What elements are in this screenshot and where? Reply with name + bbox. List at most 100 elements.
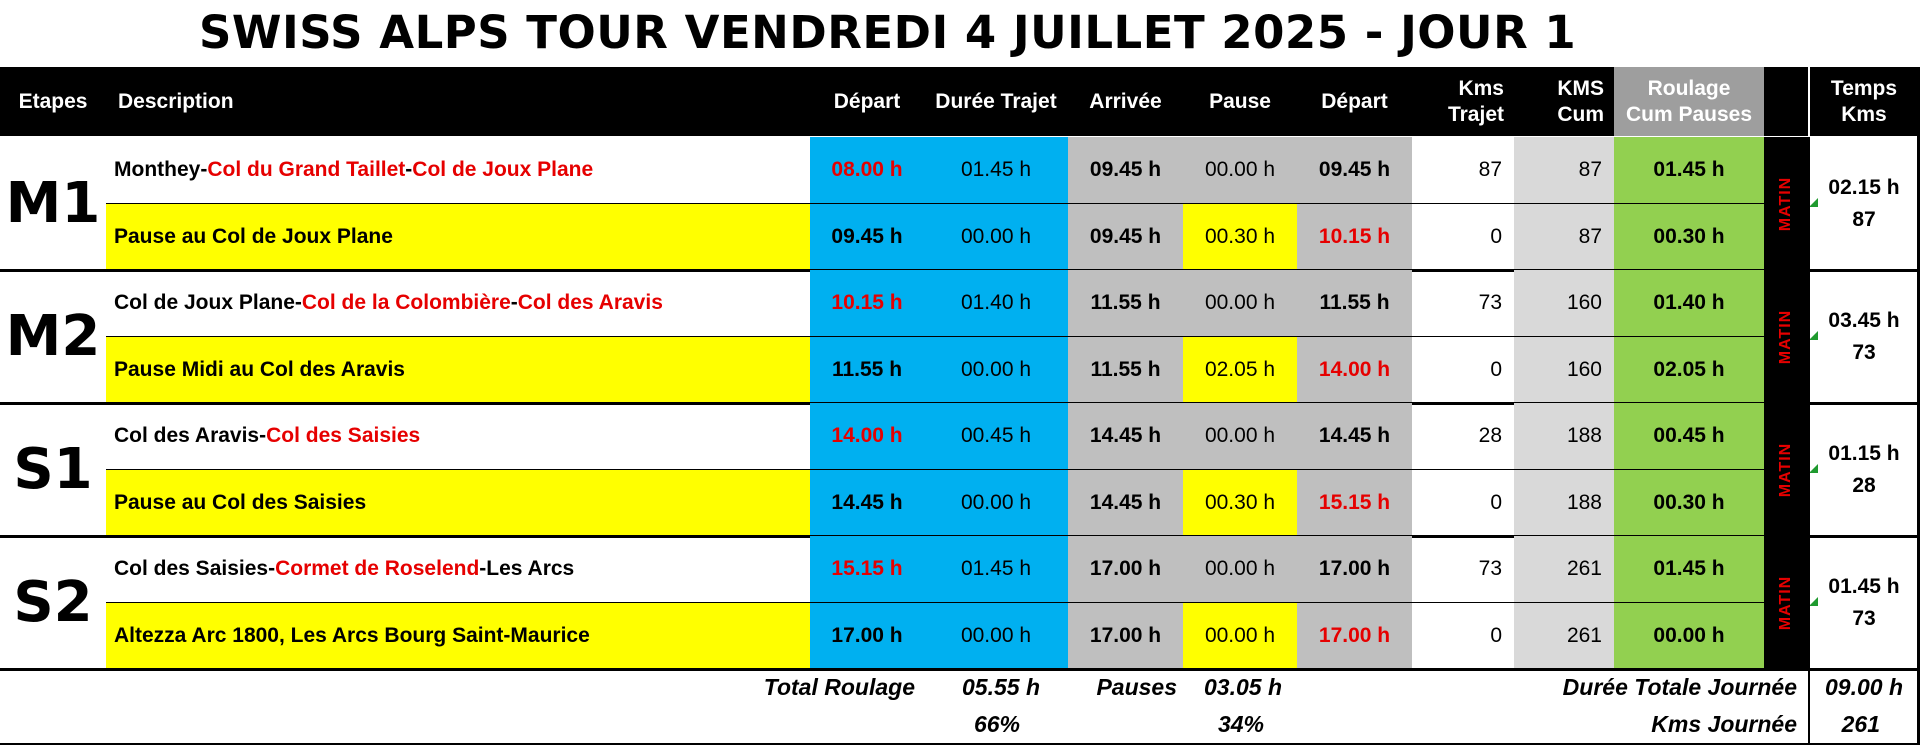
stage-temps-kms: 02.15 h 87	[1808, 137, 1920, 270]
period-label: MATIN	[1777, 309, 1794, 364]
arrivee-time: 14.45 h	[1068, 403, 1183, 470]
stage-temps-kms: 03.45 h 73	[1808, 270, 1920, 403]
stage-kms: 73	[1852, 340, 1876, 364]
roulage-cum: 00.30 h	[1614, 203, 1764, 270]
kms-trajet: 0	[1490, 224, 1502, 248]
duree-trajet: 00.45 h	[924, 403, 1068, 470]
depart-next-time: 17.00 h	[1297, 536, 1412, 603]
stage-temps-kms: 01.15 h 28	[1808, 403, 1920, 536]
kms-journee-value: 261	[1841, 711, 1880, 737]
kms-cum: 160	[1514, 270, 1614, 337]
description-segment: Altezza Arc 1800, Les Arcs Bourg Saint-M…	[114, 623, 590, 647]
roulage-cum: 01.40 h	[1614, 270, 1764, 337]
depart-next-time: 09.45 h	[1297, 137, 1412, 204]
pause-duration: 00.00 h	[1183, 270, 1297, 337]
route-description: Col des Aravis - Col des Saisies	[106, 403, 810, 470]
duree-trajet: 00.00 h	[924, 336, 1068, 403]
description-segment: Pause Midi au Col des Aravis	[114, 357, 405, 381]
grid-line	[106, 468, 1764, 470]
description-segment: Col de Joux Plane	[412, 158, 594, 182]
depart-time: 14.00 h	[810, 403, 924, 470]
depart-time: 15.15 h	[810, 536, 924, 603]
header-temps: Temps Kms	[1808, 67, 1920, 136]
description-segment: -	[268, 557, 276, 581]
roulage-cum: 02.05 h	[1614, 336, 1764, 403]
duree-trajet: 00.00 h	[924, 469, 1068, 536]
description-segment: Pause au Col de Joux Plane	[114, 224, 393, 248]
kms-cum: 261	[1514, 602, 1614, 669]
grid-line	[1764, 67, 1766, 136]
description-segment: Les Arcs	[486, 557, 575, 581]
arrivee-time: 17.00 h	[1068, 602, 1183, 669]
depart-next-time: 11.55 h	[1297, 270, 1412, 337]
pause-duration: 02.05 h	[1183, 336, 1297, 403]
stage-temps: 02.15 h	[1828, 175, 1900, 199]
description-segment: Monthey	[114, 158, 201, 182]
description-segment: Pause au Col des Saisies	[114, 490, 367, 514]
header-depart: Départ	[810, 67, 924, 136]
kms-cum: 160	[1514, 336, 1614, 403]
header-separator	[1808, 67, 1810, 136]
period-label: MATIN	[1777, 442, 1794, 497]
arrivee-time: 09.45 h	[1068, 137, 1183, 204]
header-duree-trajet: Durée Trajet	[924, 67, 1068, 136]
pause-description: Pause au Col de Joux Plane	[106, 203, 810, 270]
total-roulage-label: Total Roulage	[763, 674, 915, 700]
period-band: MATIN	[1764, 403, 1808, 536]
stage-code: M2	[5, 304, 101, 369]
stage-kms: 87	[1852, 207, 1876, 231]
pause-duration: 00.00 h	[1183, 602, 1297, 669]
kms-cum: 87	[1514, 137, 1614, 204]
kms-trajet: 0	[1490, 490, 1502, 514]
header-pause: Pause	[1183, 67, 1297, 136]
route-description: Col des Saisies - Cormet de Roselend - L…	[106, 536, 810, 603]
pauses-percent: 34%	[1217, 711, 1264, 737]
pause-duration: 00.30 h	[1183, 203, 1297, 270]
header-arrivee: Arrivée	[1068, 67, 1183, 136]
kms-trajet: 87	[1478, 158, 1502, 182]
roulage-cum: 00.00 h	[1614, 602, 1764, 669]
depart-next-time: 17.00 h	[1297, 602, 1412, 669]
pause-description: Altezza Arc 1800, Les Arcs Bourg Saint-M…	[106, 602, 810, 669]
kms-journee-label: Kms Journée	[1651, 711, 1797, 737]
depart-next-time: 14.00 h	[1297, 336, 1412, 403]
kms-cum: 188	[1514, 469, 1614, 536]
header-roulage: Roulage Cum Pauses	[1614, 67, 1764, 136]
grid-line	[1808, 137, 1810, 669]
arrivee-time: 11.55 h	[1068, 336, 1183, 403]
description-segment: -	[479, 557, 487, 581]
roulage-percent: 66%	[973, 711, 1020, 737]
page-title-band: SWISS ALPS TOUR VENDREDI 4 JUILLET 2025 …	[0, 0, 1920, 66]
roulage-cum: 00.45 h	[1614, 403, 1764, 470]
duree-trajet: 01.40 h	[924, 270, 1068, 337]
period-band: MATIN	[1764, 137, 1808, 270]
pause-duration: 00.00 h	[1183, 403, 1297, 470]
stage-temps: 01.15 h	[1828, 441, 1900, 465]
header-kms-trajet: Kms Trajet	[1412, 67, 1514, 136]
stage-temps-kms: 01.45 h 73	[1808, 536, 1920, 669]
period-band: MATIN	[1764, 536, 1808, 669]
kms-trajet: 0	[1490, 357, 1502, 381]
kms-trajet: 28	[1478, 424, 1502, 448]
stage-code: M1	[5, 171, 101, 236]
depart-next-time: 14.45 h	[1297, 403, 1412, 470]
kms-trajet: 0	[1490, 623, 1502, 647]
comment-marker-icon	[1809, 596, 1818, 606]
pauses-value: 03.05 h	[1204, 674, 1282, 700]
grid-line	[1808, 669, 1810, 745]
description-segment: -	[510, 291, 518, 315]
arrivee-time: 09.45 h	[1068, 203, 1183, 270]
description-segment: Col des Saisies	[114, 557, 269, 581]
description-segment: Col des Aravis	[114, 424, 260, 448]
arrivee-time: 11.55 h	[1068, 270, 1183, 337]
comment-marker-icon	[1809, 463, 1818, 473]
roulage-cum: 00.30 h	[1614, 469, 1764, 536]
description-segment: Col de Joux Plane	[114, 291, 295, 315]
duree-trajet: 01.45 h	[924, 137, 1068, 204]
description-segment: -	[259, 424, 267, 448]
header-description: Description	[106, 67, 810, 136]
grid-line	[106, 335, 1764, 337]
description-segment: -	[405, 158, 413, 182]
depart-time: 11.55 h	[810, 336, 924, 403]
kms-cum: 87	[1514, 203, 1614, 270]
